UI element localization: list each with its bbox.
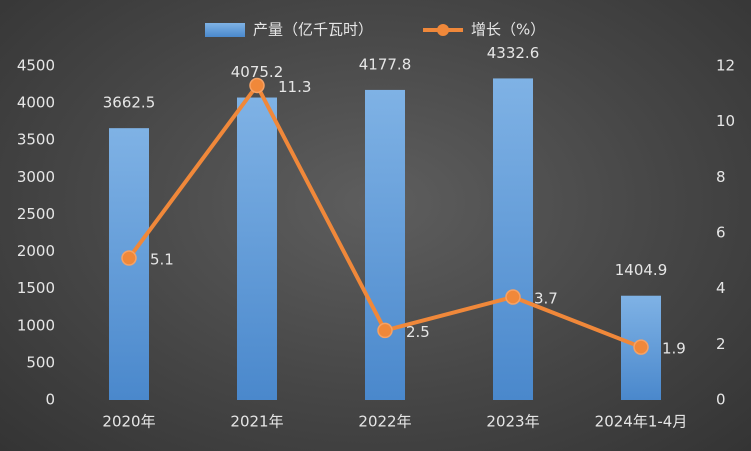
- line-marker: [505, 289, 521, 305]
- line-marker: [249, 77, 265, 94]
- y2-tick-label: 10: [716, 112, 735, 130]
- x-tick-label: 2020年: [102, 413, 155, 431]
- y-tick-label: 0: [45, 391, 55, 409]
- y-tick-label: 4000: [17, 94, 55, 112]
- y-tick-label: 1000: [17, 316, 55, 334]
- y2-tick-label: 8: [716, 168, 726, 186]
- legend-swatch: [437, 24, 450, 36]
- y-tick-label: 1500: [17, 279, 55, 297]
- bar: [237, 97, 277, 400]
- legend-swatch: [205, 23, 245, 37]
- bar-value-label: 4075.2: [231, 63, 284, 81]
- y-tick-label: 2000: [17, 242, 55, 260]
- y2-tick-label: 6: [716, 224, 726, 242]
- y2-tick-label: 4: [716, 279, 726, 297]
- y-tick-label: 4500: [17, 57, 55, 75]
- legend-label: 增长（%）: [471, 21, 545, 39]
- x-tick-label: 2021年: [230, 413, 283, 431]
- line-marker: [633, 339, 649, 355]
- x-tick-label: 2023年: [486, 413, 539, 431]
- line-value-label: 5.1: [150, 251, 174, 269]
- bar-value-label: 4332.6: [487, 44, 540, 62]
- line-value-label: 11.3: [278, 78, 311, 96]
- y2-tick-label: 2: [716, 335, 726, 353]
- y2-tick-label: 0: [716, 391, 726, 409]
- y-tick-label: 3500: [17, 131, 55, 149]
- line-value-label: 2.5: [406, 323, 430, 341]
- bar-value-label: 3662.5: [103, 94, 156, 112]
- line-value-label: 1.9: [662, 340, 686, 358]
- bar-value-label: 4177.8: [359, 55, 412, 73]
- y-tick-label: 3000: [17, 168, 55, 186]
- y-tick-label: 2500: [17, 205, 55, 223]
- bar: [365, 89, 405, 400]
- y-tick-label: 500: [26, 353, 55, 371]
- line-marker: [121, 250, 137, 266]
- legend-label: 产量（亿千瓦时）: [253, 21, 373, 39]
- x-tick-label: 2022年: [358, 413, 411, 431]
- line-marker: [377, 322, 393, 339]
- x-tick-label: 2024年1-4月: [595, 413, 688, 431]
- y2-tick-label: 12: [716, 57, 735, 75]
- line-value-label: 3.7: [534, 290, 558, 308]
- bar-value-label: 1404.9: [615, 261, 668, 279]
- bar: [493, 78, 533, 400]
